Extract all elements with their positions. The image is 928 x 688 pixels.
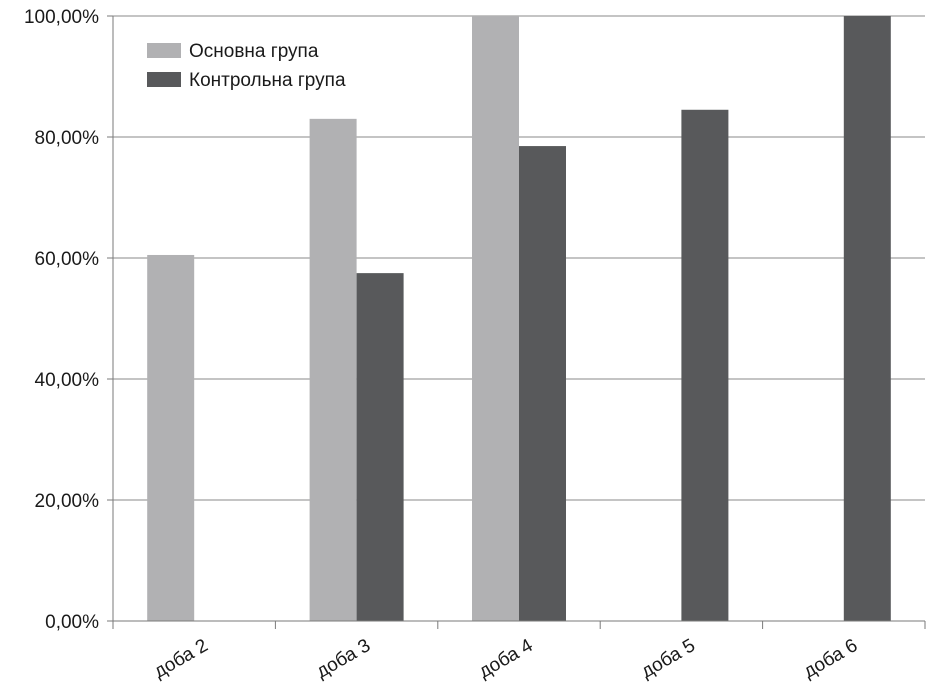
legend-label-series-1: Основна група — [189, 41, 319, 62]
x-tick-label: доба 2 — [151, 635, 212, 682]
axes — [112, 16, 925, 622]
bar-series-2 — [681, 109, 729, 622]
y-tick-label: 40,00% — [35, 370, 100, 391]
y-tick-label: 80,00% — [35, 128, 100, 149]
x-tick-label: доба 6 — [800, 635, 861, 682]
bar-series-1 — [472, 16, 519, 621]
x-tick-labels: доба 2 доба 3 доба 4 доба 5 доба 6 — [112, 621, 926, 683]
bar-series-1 — [309, 118, 357, 621]
y-tick-labels: 0,00% 20,00% 40,00% 60,00% 80,00% 100,00% — [24, 7, 113, 633]
bar-series-2 — [843, 16, 891, 621]
legend-label-series-2: Контрольна група — [189, 70, 346, 91]
bar-series-1 — [147, 254, 195, 621]
x-tick-label: доба 5 — [638, 635, 699, 682]
x-tick-label: доба 4 — [475, 635, 537, 683]
bar-series-2 — [519, 146, 566, 621]
legend-swatch-series-2 — [147, 72, 181, 87]
y-tick-label: 100,00% — [24, 7, 99, 28]
legend: Основна група Контрольна група — [147, 41, 346, 91]
legend-swatch-series-1 — [147, 43, 181, 58]
bars — [147, 16, 891, 622]
y-tick-label: 20,00% — [35, 491, 100, 512]
x-tick-label: доба 3 — [313, 635, 374, 682]
bar-series-2 — [356, 273, 404, 621]
y-tick-label: 0,00% — [45, 612, 99, 633]
y-tick-label: 60,00% — [35, 249, 100, 270]
